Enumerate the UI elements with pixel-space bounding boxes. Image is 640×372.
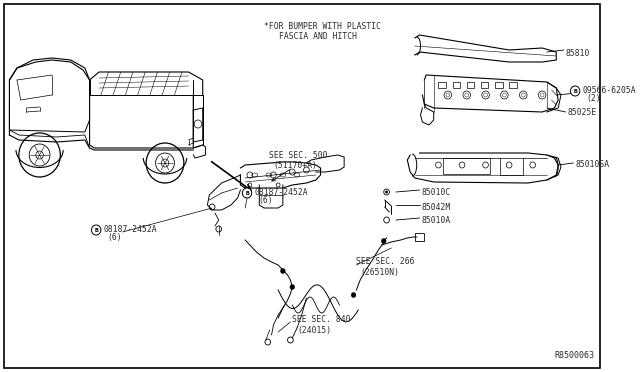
- Bar: [495, 82, 502, 88]
- Bar: [415, 233, 424, 241]
- Text: B: B: [94, 228, 98, 232]
- Text: (2): (2): [586, 93, 601, 103]
- Text: B: B: [573, 89, 577, 93]
- Bar: [467, 82, 474, 88]
- Text: 85810: 85810: [566, 48, 590, 58]
- Circle shape: [92, 225, 101, 235]
- Bar: [452, 82, 460, 88]
- Circle shape: [290, 285, 294, 289]
- Text: (6): (6): [108, 232, 122, 241]
- Text: B: B: [245, 190, 249, 196]
- Text: 08187-2452A: 08187-2452A: [255, 187, 308, 196]
- Circle shape: [385, 190, 388, 193]
- Bar: [443, 158, 490, 174]
- Text: FASCIA AND HITCH: FASCIA AND HITCH: [279, 32, 357, 41]
- Text: SEE SEC. 500: SEE SEC. 500: [269, 151, 327, 160]
- Circle shape: [351, 292, 356, 298]
- Circle shape: [243, 188, 252, 198]
- Text: 08187-2452A: 08187-2452A: [104, 224, 157, 234]
- Text: SEE SEC. 266: SEE SEC. 266: [356, 257, 415, 266]
- Circle shape: [280, 269, 285, 273]
- Circle shape: [381, 238, 386, 244]
- Text: R8500063: R8500063: [554, 351, 594, 360]
- Text: (24015): (24015): [297, 326, 331, 334]
- Text: *FOR BUMPER WITH PLASTIC: *FOR BUMPER WITH PLASTIC: [264, 22, 381, 31]
- Text: (26510N): (26510N): [360, 267, 399, 276]
- Text: 85025E: 85025E: [568, 108, 597, 116]
- Text: 09566-6205A: 09566-6205A: [582, 86, 636, 94]
- Text: SEE SEC. 840: SEE SEC. 840: [292, 315, 351, 324]
- Text: 85010C: 85010C: [422, 187, 451, 196]
- Bar: [509, 82, 516, 88]
- Circle shape: [570, 86, 580, 96]
- Bar: [438, 82, 446, 88]
- Text: (6): (6): [259, 196, 273, 205]
- Text: 85042M: 85042M: [422, 202, 451, 212]
- Bar: [481, 82, 488, 88]
- Text: 85010A: 85010A: [422, 215, 451, 224]
- Text: (51170+A): (51170+A): [273, 160, 317, 170]
- Text: 85010SA: 85010SA: [575, 160, 609, 169]
